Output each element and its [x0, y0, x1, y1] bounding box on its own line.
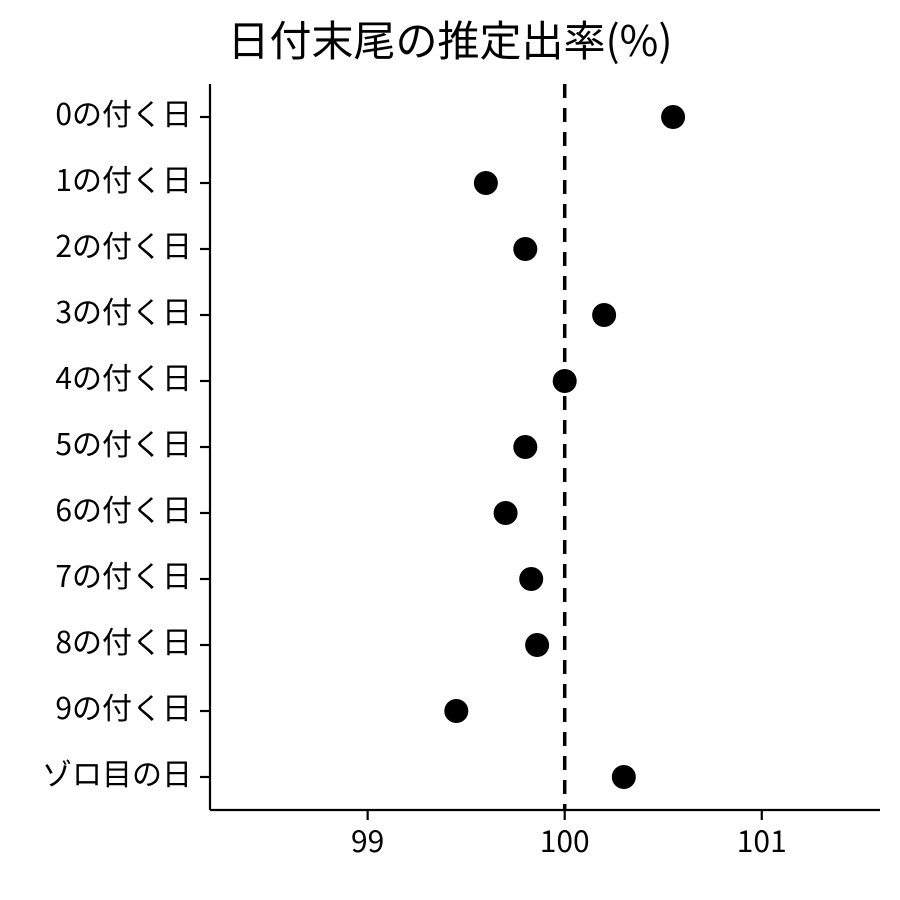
- y-tick-label: 3の付く日: [55, 288, 192, 332]
- x-tick-label: 100: [540, 817, 590, 861]
- data-point: [513, 237, 537, 261]
- y-tick-label: 8の付く日: [55, 618, 192, 662]
- y-tick-label: 5の付く日: [55, 420, 192, 464]
- data-point: [474, 171, 498, 195]
- x-tick-label: 99: [351, 817, 384, 861]
- y-tick-label: ゾロ目の日: [42, 750, 192, 794]
- dot-plot: 99 100 101 0の付く日 1の付く日 2の付く日 3の付く日 4の付く日 5の付く日 6の…: [0, 0, 900, 900]
- y-tick-label: 4の付く日: [55, 354, 192, 398]
- y-tick-label: 9の付く日: [55, 684, 192, 728]
- data-point: [519, 567, 543, 591]
- data-point: [494, 501, 518, 525]
- y-tick-label: 0の付く日: [55, 90, 192, 134]
- x-tick-label: 101: [737, 817, 787, 861]
- data-point: [525, 633, 549, 657]
- data-point: [612, 765, 636, 789]
- y-tick-label: 1の付く日: [55, 156, 192, 200]
- data-point: [553, 369, 577, 393]
- data-point: [513, 435, 537, 459]
- y-tick-label: 2の付く日: [55, 222, 192, 266]
- data-point: [592, 303, 616, 327]
- data-point: [444, 699, 468, 723]
- y-tick-label: 6の付く日: [55, 486, 192, 530]
- y-tick-label: 7の付く日: [55, 552, 192, 596]
- data-point: [661, 105, 685, 129]
- chart-title: 日付末尾の推定出率(%): [0, 8, 900, 69]
